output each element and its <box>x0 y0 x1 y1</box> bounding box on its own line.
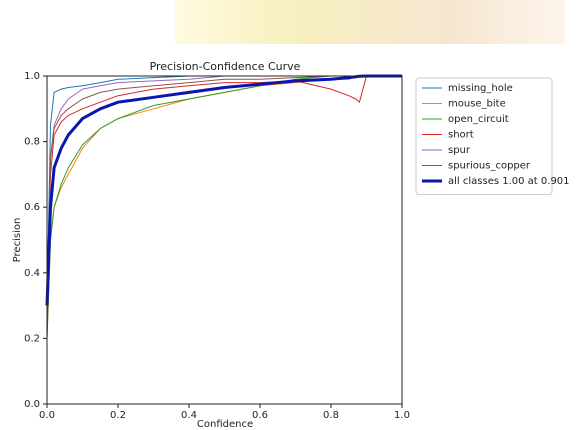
x-tick-label: 0.8 <box>323 410 339 421</box>
y-tick-label: 0.0 <box>24 399 40 410</box>
x-tick-label: 0.6 <box>252 410 268 421</box>
curve <box>45 74 402 306</box>
x-axis-label: Confidence <box>197 419 253 430</box>
y-tick-label: 1.0 <box>24 71 40 82</box>
background-image <box>175 0 565 44</box>
legend-label: open_circuit <box>448 114 509 125</box>
y-tick-label: 0.8 <box>24 137 40 148</box>
plot-frame <box>46 75 403 405</box>
legend-label: short <box>448 130 474 141</box>
x-tick-label: 0.0 <box>39 410 55 421</box>
x-tick-label: 0.2 <box>110 410 126 421</box>
y-tick-label: 0.6 <box>24 202 40 213</box>
x-tick-label: 0.4 <box>181 410 197 421</box>
x-tick-label: 1.0 <box>394 410 410 421</box>
y-tick-label: 0.2 <box>24 333 40 344</box>
legend-label: spur <box>448 145 471 156</box>
y-axis-label: Precision <box>12 218 23 263</box>
curve <box>46 75 402 339</box>
legend-label: missing_hole <box>448 83 513 94</box>
y-tick-label: 0.4 <box>24 268 40 279</box>
curve <box>46 75 402 339</box>
curve <box>46 75 402 339</box>
legend-label: all classes 1.00 at 0.901 <box>448 176 570 187</box>
legend-box <box>415 77 553 195</box>
chart-title: Precision-Confidence Curve <box>150 60 301 73</box>
legend-label: spurious_copper <box>448 161 531 172</box>
legend-label: mouse_bite <box>448 99 506 110</box>
